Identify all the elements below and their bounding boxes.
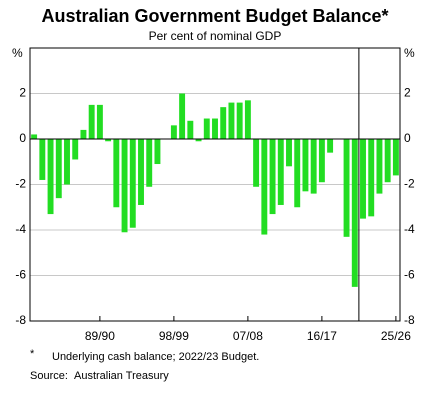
bar — [138, 139, 144, 205]
bar — [310, 139, 317, 194]
x-tick-label: 07/08 — [233, 329, 263, 343]
bar — [113, 139, 120, 208]
x-tick-label: 25/26 — [381, 329, 411, 343]
bar — [80, 129, 87, 139]
y2-tick-label: -6 — [404, 268, 415, 282]
y2-tick-label: -8 — [404, 313, 415, 327]
bar — [154, 139, 161, 165]
bar — [269, 139, 276, 215]
y-tick-label: -4 — [15, 222, 26, 236]
bar — [179, 93, 186, 139]
bar — [253, 139, 260, 187]
bar — [31, 134, 38, 139]
bar — [392, 139, 399, 176]
bar — [286, 139, 292, 167]
bar — [96, 104, 103, 139]
note-marker: * — [30, 348, 35, 360]
source-marker: Source: — [30, 370, 68, 382]
bar — [228, 102, 235, 139]
bar — [318, 139, 325, 183]
bar — [88, 104, 95, 139]
y-tick-label: 0 — [19, 131, 26, 145]
y2-tick-label: 2 — [404, 86, 411, 100]
y2-axis-label: % — [404, 46, 415, 60]
bar — [351, 139, 358, 287]
bar — [39, 139, 46, 180]
bar — [277, 139, 284, 205]
bar — [187, 120, 194, 139]
y-tick-label: -8 — [15, 313, 26, 327]
bar — [195, 139, 202, 142]
y2-tick-label: -4 — [404, 222, 415, 236]
y-tick-label: -2 — [15, 177, 26, 191]
bar — [55, 139, 62, 199]
bar — [343, 139, 350, 237]
bar — [368, 139, 375, 217]
bar — [294, 139, 301, 208]
chart-subtitle: Per cent of nominal GDP — [149, 29, 282, 43]
x-tick-label: 16/17 — [307, 329, 337, 343]
bar — [47, 139, 54, 215]
bar — [203, 118, 210, 139]
x-tick-label: 89/90 — [85, 329, 115, 343]
bar — [236, 102, 243, 139]
source-text: Australian Treasury — [74, 370, 169, 382]
bar — [170, 125, 177, 139]
bar — [302, 139, 309, 192]
bar — [64, 139, 70, 185]
bar — [244, 100, 251, 139]
note-text: Underlying cash balance; 2022/23 Budget. — [52, 351, 259, 363]
bar — [220, 107, 227, 139]
bar — [384, 139, 391, 183]
bar — [105, 139, 112, 142]
y2-tick-label: 0 — [404, 131, 411, 145]
bar — [212, 118, 218, 139]
bar — [121, 139, 128, 233]
plot-frame — [29, 47, 401, 322]
bar — [376, 139, 383, 194]
bar — [146, 139, 153, 187]
y-tick-label: -6 — [15, 268, 26, 282]
y-tick-label: 2 — [19, 86, 26, 100]
y2-tick-label: -2 — [404, 177, 415, 191]
chart-title: Australian Government Budget Balance* — [41, 6, 388, 26]
bar — [129, 139, 136, 228]
bar — [360, 139, 366, 219]
y-axis-label: % — [12, 46, 23, 60]
bar — [327, 139, 334, 153]
bar — [72, 139, 79, 160]
x-tick-label: 98/99 — [159, 329, 189, 343]
bar — [261, 139, 268, 235]
